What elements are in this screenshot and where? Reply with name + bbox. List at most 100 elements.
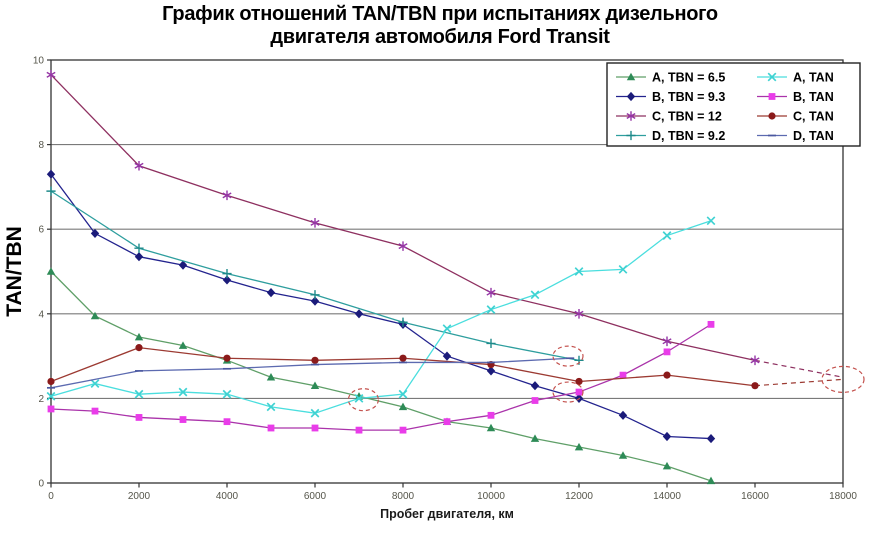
legend-label-d-tan: D, TAN: [793, 129, 834, 143]
marker-square-icon: [531, 397, 539, 404]
marker-plus-icon: [134, 243, 144, 253]
series-d-tbn-line: [50, 190, 580, 361]
marker-x-icon: [398, 389, 408, 399]
marker-circle-icon: [47, 377, 55, 386]
legend-label-d-tbn: D, TBN = 9.2: [652, 129, 725, 143]
marker-asterisk-icon: [310, 218, 320, 228]
marker-square-icon: [768, 93, 776, 100]
marker-triangle-icon: [266, 373, 276, 381]
marker-asterisk-icon: [574, 309, 584, 319]
marker-square-icon: [91, 407, 99, 415]
marker-asterisk-icon: [626, 111, 636, 121]
series-a-tbn-line: [50, 271, 712, 482]
marker-square-icon: [399, 426, 407, 434]
marker-square-icon: [487, 411, 495, 419]
marker-triangle-icon: [662, 461, 672, 470]
y-tick-label-2: 2: [38, 394, 44, 405]
marker-x-icon: [354, 393, 364, 403]
chart-title-line1: График отношений TAN/TBN при испытаниях …: [162, 3, 718, 25]
x-tick-label-4000: 4000: [216, 491, 239, 502]
y-tick-label-0: 0: [38, 479, 44, 490]
legend-label-b-tan: B, TAN: [793, 90, 834, 104]
marker-x-icon: [706, 216, 716, 226]
x-tick-label-10000: 10000: [477, 491, 505, 502]
legend-label-a-tbn: A, TBN = 6.5: [652, 71, 725, 85]
legend-label-b-tbn: B, TBN = 9.3: [652, 90, 725, 104]
marker-triangle-icon: [178, 341, 188, 349]
legend-box: [606, 62, 861, 147]
annotation-ellipse-crossover-c-extrapolated: [821, 365, 865, 393]
marker-square-icon: [355, 426, 363, 434]
marker-square-icon: [619, 371, 627, 379]
series-c-tan-line: [50, 346, 756, 387]
series-a-tan-line: [50, 220, 712, 414]
marker-triangle-icon: [706, 476, 716, 485]
y-tick-label-6: 6: [38, 225, 44, 236]
marker-square-icon: [575, 388, 583, 396]
marker-plus-icon: [46, 186, 56, 196]
marker-x-icon: [530, 290, 540, 300]
marker-circle-icon: [311, 356, 319, 364]
y-tick-label-10: 10: [33, 56, 45, 67]
x-tick-label-14000: 14000: [653, 491, 681, 502]
marker-diamond-icon: [46, 169, 56, 179]
marker-x-icon: [618, 264, 628, 274]
marker-x-icon: [662, 231, 672, 240]
x-tick-label-2000: 2000: [128, 491, 151, 502]
y-tick-label-4: 4: [38, 309, 44, 320]
marker-triangle-icon: [398, 402, 408, 411]
marker-diamond-icon: [486, 366, 496, 376]
marker-triangle-icon: [134, 332, 144, 341]
legend-label-c-tan: C, TAN: [793, 110, 834, 124]
marker-square-icon: [267, 424, 275, 432]
marker-triangle-icon: [310, 381, 320, 390]
marker-square-icon: [663, 348, 671, 356]
marker-triangle-icon: [90, 311, 100, 320]
marker-circle-icon: [135, 344, 143, 352]
annotation-ellipse-crossover-a: [347, 388, 379, 412]
marker-x-icon: [90, 379, 100, 388]
marker-diamond-icon: [618, 410, 628, 420]
marker-diamond-icon: [662, 431, 672, 442]
marker-triangle-icon: [46, 267, 56, 275]
marker-triangle-icon: [530, 434, 540, 442]
marker-x-icon: [574, 267, 584, 276]
marker-asterisk-icon: [46, 70, 56, 80]
marker-asterisk-icon: [662, 336, 672, 347]
marker-circle-icon: [663, 371, 671, 379]
y-axis-title: TAN/TBN: [3, 226, 26, 317]
marker-asterisk-icon: [750, 355, 760, 366]
marker-square-icon: [443, 418, 451, 426]
marker-diamond-icon: [310, 296, 320, 306]
marker-diamond-icon: [626, 91, 636, 102]
marker-x-icon: [222, 389, 232, 399]
series-b-tbn-line: [50, 173, 712, 440]
x-tick-label-8000: 8000: [392, 491, 415, 502]
marker-x-icon: [767, 72, 777, 82]
marker-x-icon: [134, 389, 144, 399]
series-c-tbn-extrapolation-dashed-line: [754, 359, 844, 378]
marker-plus-icon: [398, 317, 408, 327]
marker-asterisk-icon: [222, 190, 232, 201]
marker-square-icon: [311, 424, 319, 432]
marker-x-icon: [178, 387, 188, 397]
marker-plus-icon: [310, 290, 320, 300]
chart-title: График отношений TAN/TBN при испытаниях …: [0, 3, 880, 49]
chart-title-line2: двигателя автомобиля Ford Transit: [270, 26, 610, 48]
marker-diamond-icon: [222, 275, 232, 285]
marker-circle-icon: [399, 354, 407, 362]
marker-triangle-icon: [486, 423, 496, 432]
x-tick-label-18000: 18000: [829, 491, 857, 502]
marker-square-icon: [179, 416, 187, 423]
marker-x-icon: [486, 305, 496, 314]
marker-square-icon: [47, 405, 55, 413]
marker-circle-icon: [575, 377, 583, 386]
marker-plus-icon: [486, 338, 496, 349]
marker-circle-icon: [768, 112, 776, 120]
marker-diamond-icon: [706, 433, 716, 444]
legend-label-a-tan: A, TAN: [793, 71, 834, 85]
marker-square-icon: [707, 320, 715, 328]
x-tick-label-12000: 12000: [565, 491, 593, 502]
marker-diamond-icon: [178, 260, 188, 270]
